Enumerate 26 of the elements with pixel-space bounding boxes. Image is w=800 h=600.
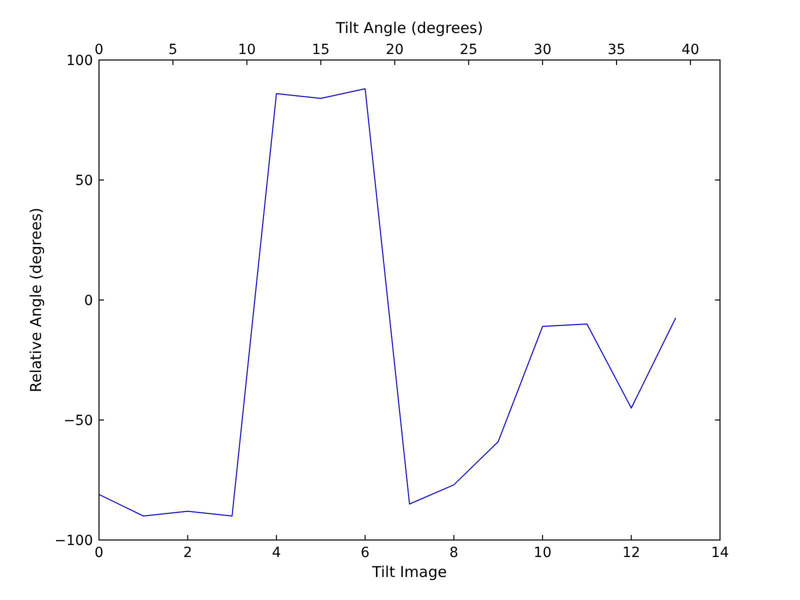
x-tick-label: 10: [534, 545, 552, 561]
x2-tick-label: 0: [94, 42, 104, 58]
x2-tick-label: 5: [168, 42, 178, 58]
y-tick-label: 100: [66, 52, 93, 69]
x2-tick-label: 10: [238, 42, 256, 58]
x-axis-title: Tilt Image: [371, 563, 447, 581]
x2-tick-label: 20: [386, 42, 404, 58]
x-tick-label: 0: [94, 545, 104, 561]
x2-tick-label: 35: [608, 42, 626, 58]
x2-tick-label: 40: [682, 42, 700, 58]
x-tick-label: 2: [183, 545, 192, 561]
x2-tick-label: 15: [312, 42, 330, 58]
y-axis-title: Relative Angle (degrees): [27, 208, 45, 392]
x2-axis-title: Tilt Angle (degrees): [334, 19, 484, 37]
x-tick-label: 8: [449, 545, 458, 561]
x-tick-label: 12: [622, 545, 640, 561]
x2-tick-label: 25: [460, 42, 478, 58]
y-tick-label: −50: [63, 412, 93, 429]
line-series: [99, 88, 676, 516]
x-tick-label: 6: [360, 545, 370, 561]
x-tick-label: 14: [711, 545, 729, 561]
x2-tick-label: 30: [534, 42, 552, 58]
y-tick-label: 50: [75, 172, 93, 189]
y-tick-label: 0: [84, 292, 93, 309]
y-tick-label: −100: [54, 532, 93, 549]
x-tick-label: 4: [272, 545, 281, 561]
